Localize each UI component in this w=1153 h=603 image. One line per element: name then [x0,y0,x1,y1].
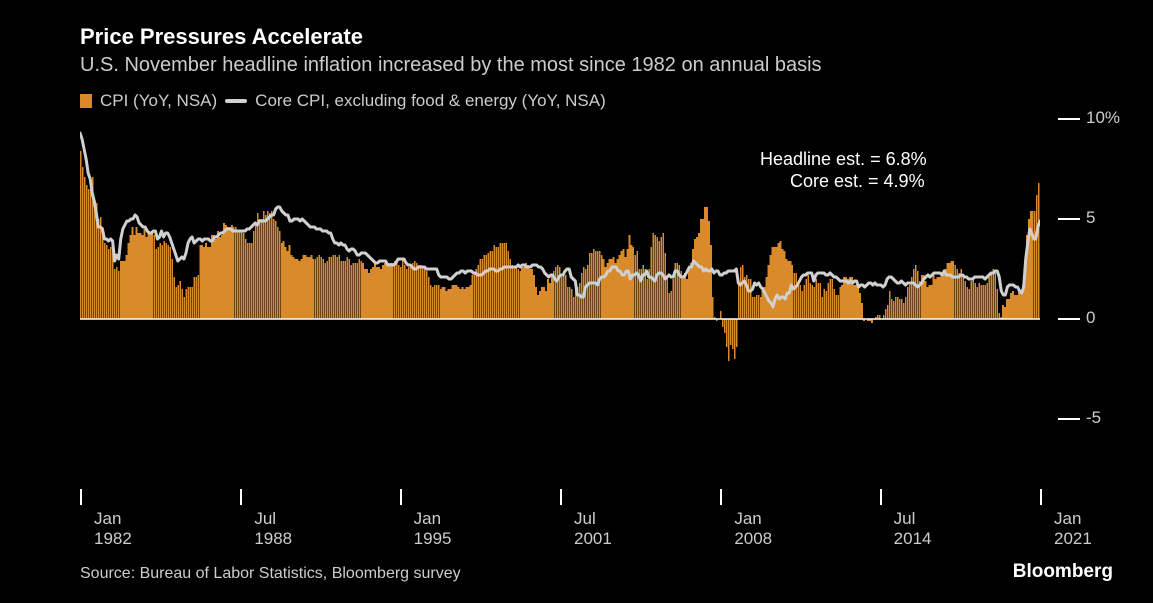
y-tick-mark [1058,318,1080,320]
chart-subtitle: U.S. November headline inflation increas… [80,54,1113,77]
legend-bar-swatch [80,94,92,108]
legend-series2-label: Core CPI, excluding food & energy (YoY, … [255,91,606,111]
x-tick-label: Jul2001 [574,509,612,550]
source-text: Source: Bureau of Labor Statistics, Bloo… [80,565,461,583]
legend-line-swatch [225,99,247,103]
brand-logo: Bloomberg [1013,561,1113,583]
x-tick-label: Jan2008 [734,509,772,550]
x-tick-label: Jul2014 [894,509,932,550]
x-tick-label: Jan1982 [94,509,132,550]
legend-series1-label: CPI (YoY, NSA) [100,91,217,111]
y-tick-label: 0 [1086,308,1095,328]
y-tick-mark [1058,418,1080,420]
x-tick-label: Jul1988 [254,509,292,550]
headline-annotation: Headline est. = 6.8% [760,149,927,170]
x-tick-mark [880,489,882,505]
x-tick-mark [1040,489,1042,505]
y-tick-label: 10% [1086,108,1120,128]
x-tick-mark [80,489,82,505]
y-tick-label: 5 [1086,208,1095,228]
x-axis: Jan1982 Jul1988 Jan1995 Jul2001 Jan2008 Jul20… [80,489,1113,559]
y-tick-mark [1058,218,1080,220]
core-annotation: Core est. = 4.9% [790,171,925,192]
chart-plot-area: 10%50-5 Headline est. = 6.8% Core est. =… [80,119,1113,489]
y-tick-label: -5 [1086,408,1101,428]
x-tick-mark [560,489,562,505]
chart-title: Price Pressures Accelerate [80,24,1113,50]
x-tick-label: Jan1995 [414,509,452,550]
x-tick-mark [240,489,242,505]
x-tick-label: Jan2021 [1054,509,1092,550]
legend: CPI (YoY, NSA) Core CPI, excluding food … [80,91,1113,111]
x-tick-mark [720,489,722,505]
y-tick-mark [1058,118,1080,120]
chart-container: Price Pressures Accelerate U.S. November… [0,0,1153,603]
x-tick-mark [400,489,402,505]
